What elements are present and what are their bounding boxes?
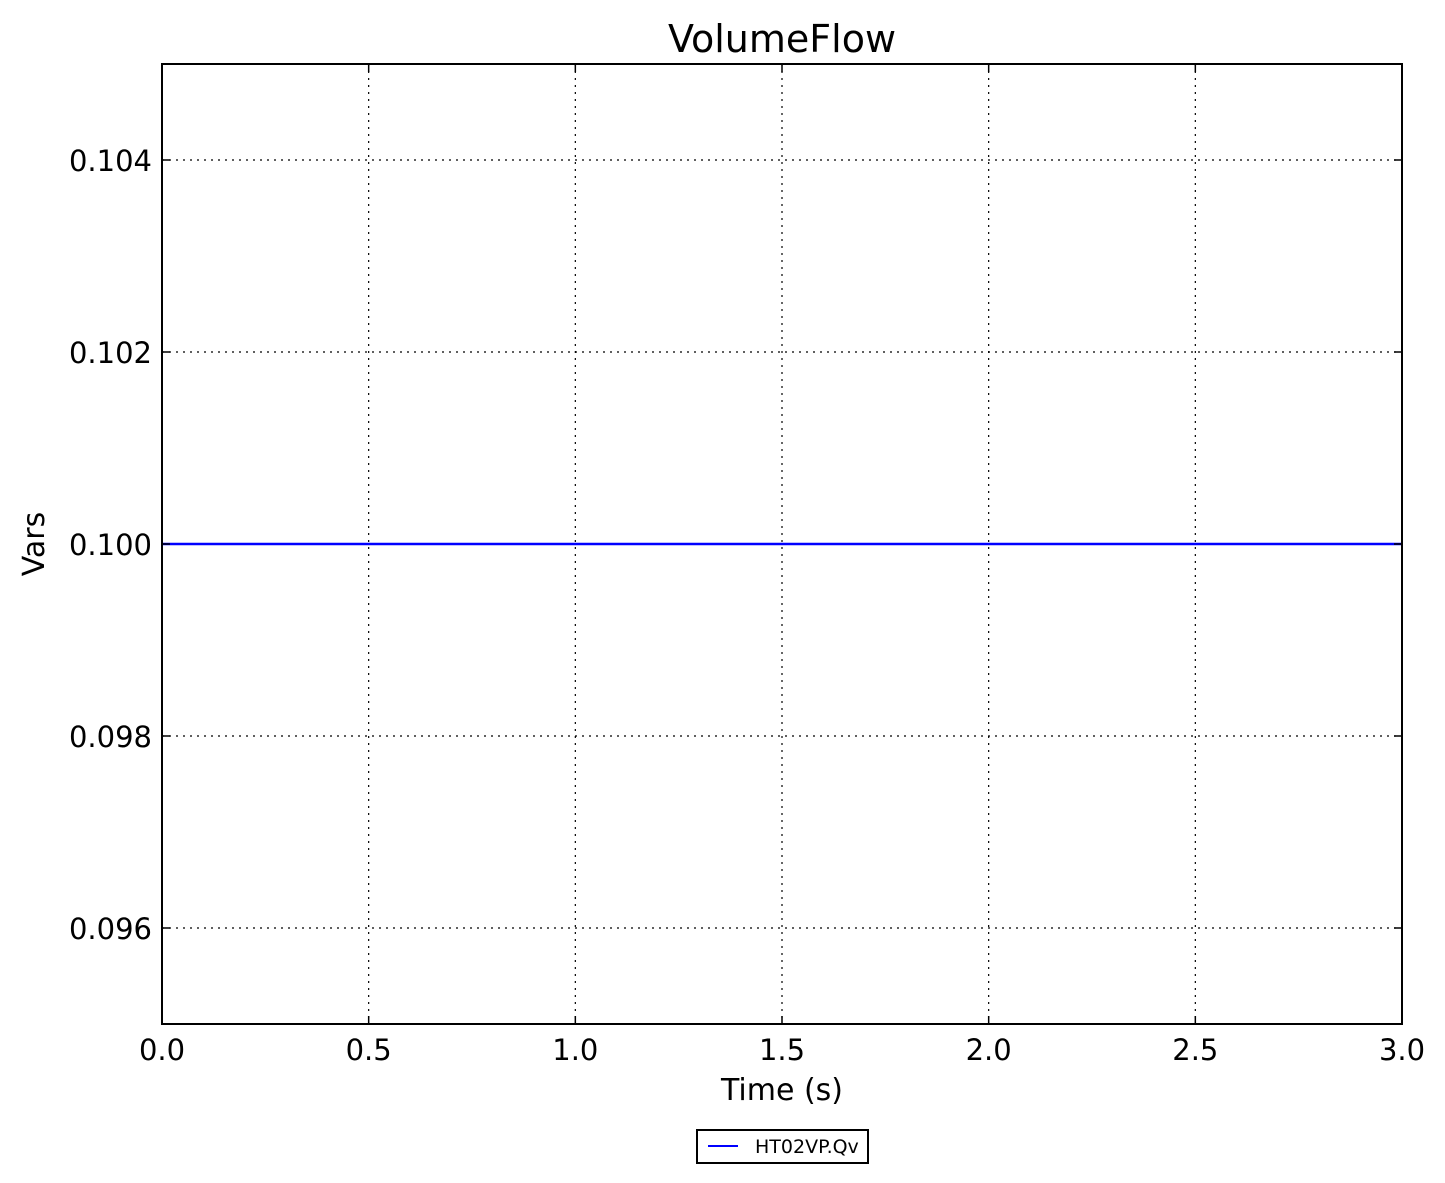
x-tick-label: 1.5 bbox=[759, 1033, 805, 1067]
x-tick-label: 0.0 bbox=[139, 1033, 185, 1067]
x-tick-label: 2.0 bbox=[966, 1033, 1012, 1067]
x-tick-label: 3.0 bbox=[1379, 1033, 1425, 1067]
grid bbox=[162, 64, 1402, 1024]
x-tick-label: 1.0 bbox=[552, 1033, 598, 1067]
x-axis-label: Time (s) bbox=[720, 1073, 843, 1108]
legend-label: HT02VP.Qv bbox=[755, 1136, 859, 1158]
y-tick-label: 0.104 bbox=[69, 144, 152, 178]
y-tick-label: 0.096 bbox=[69, 912, 152, 946]
legend: HT02VP.Qv bbox=[696, 1129, 869, 1164]
x-tick-label: 0.5 bbox=[346, 1033, 392, 1067]
x-tick-label: 2.5 bbox=[1172, 1033, 1218, 1067]
y-axis-label: Vars bbox=[17, 512, 52, 577]
y-tick-label: 0.100 bbox=[69, 528, 152, 562]
y-tick-label: 0.102 bbox=[69, 336, 152, 370]
chart-title: VolumeFlow bbox=[668, 17, 896, 61]
y-tick-label: 0.098 bbox=[69, 720, 152, 754]
ticks: 0.0 0.5 1.0 1.5 2.0 2.5 3.0 0.096 0.098 0.100 0.10… bbox=[69, 64, 1425, 1067]
